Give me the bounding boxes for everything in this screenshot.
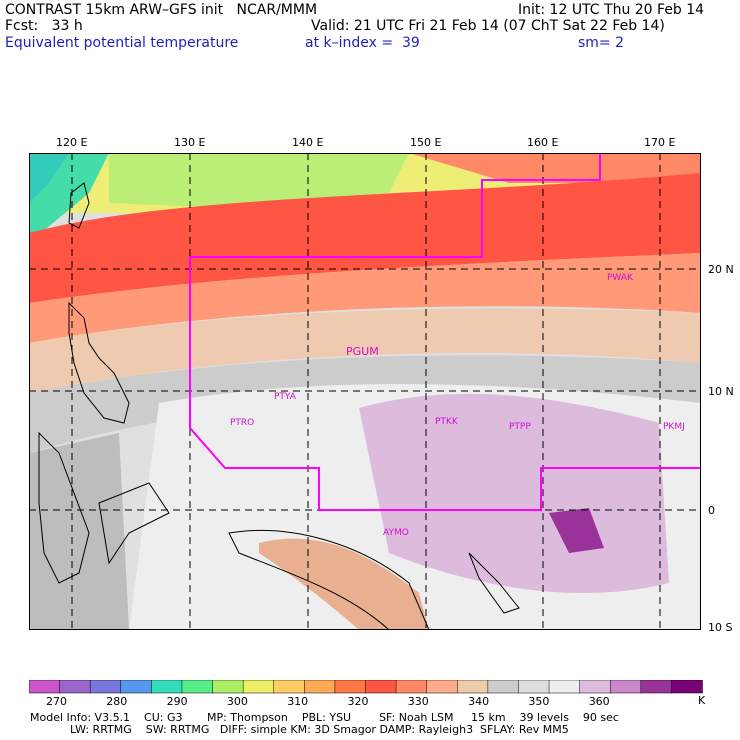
colorbar-swatch xyxy=(426,680,459,694)
band-350 xyxy=(29,355,701,453)
model-info-line2: LW: RRTMG SW: RRTMG DIFF: simple KM: 3D … xyxy=(70,723,569,736)
station-ptro: PTRO xyxy=(230,418,255,428)
colorbar-swatch xyxy=(671,680,703,694)
colorbar-tick-label: 340 xyxy=(468,695,490,708)
band-330 xyxy=(29,173,701,303)
lon-label-120: 120 E xyxy=(56,136,88,149)
colorbar-swatch xyxy=(487,680,520,694)
borneo-coast xyxy=(38,431,90,584)
field-level: at k–index = 39 xyxy=(305,35,420,51)
station-pwak: PWAK xyxy=(607,273,633,283)
colorbar-tick-label: 350 xyxy=(528,695,550,708)
lat-label-10n: 10 N xyxy=(708,385,734,398)
lon-label-150: 150 E xyxy=(410,136,442,149)
solomon-coast xyxy=(468,552,520,614)
new-guinea-coast xyxy=(228,530,430,630)
band-375 xyxy=(549,508,604,553)
colorbar-swatch xyxy=(273,680,306,694)
station-pgum: PGUM xyxy=(346,345,379,358)
colorbar-tick-label: 290 xyxy=(166,695,188,708)
band-285 xyxy=(29,153,69,203)
lon-label-160: 160 E xyxy=(527,136,559,149)
lat-label-10s: 10 S xyxy=(708,621,733,634)
colorbar-swatch xyxy=(151,680,183,694)
colorbar-swatch xyxy=(120,680,153,694)
colorbar-swatch xyxy=(640,680,673,694)
lon-label-170: 170 E xyxy=(644,136,676,149)
colorbar-swatch xyxy=(548,680,581,694)
field-name: Equivalent potential temperature xyxy=(5,35,239,51)
band-350-sw xyxy=(29,433,129,630)
colorbar-tick-label: 280 xyxy=(106,695,128,708)
colorbar-swatch xyxy=(59,680,91,694)
colorbar-swatch xyxy=(609,680,642,694)
colorbar-unit: K xyxy=(698,694,706,707)
new-guinea-terrain xyxy=(259,538,429,630)
station-ptkk: PTKK xyxy=(435,417,458,427)
field-smoothing: sm= 2 xyxy=(578,35,625,51)
station-ptya: PTYA xyxy=(274,392,296,402)
colorbar-tick-label: 310 xyxy=(287,695,309,708)
header-title: CONTRAST 15km ARW–GFS init NCAR/MMM xyxy=(5,2,318,18)
colorbar-swatch xyxy=(181,680,214,694)
colorbar-tick-label: 360 xyxy=(588,695,610,708)
header-forecast: Fcst: 33 h xyxy=(5,18,83,34)
station-ptpp: PTPP xyxy=(509,422,531,432)
taiwan-coast xyxy=(68,182,90,229)
colorbar-swatch xyxy=(579,680,611,694)
model-info-line1: Model Info: V3.5.1 CU: G3 MP: Thompson P… xyxy=(30,711,619,724)
lat-label-20n: 20 N xyxy=(708,263,734,276)
lon-label-130: 130 E xyxy=(174,136,206,149)
colorbar-tick-label: 330 xyxy=(407,695,429,708)
band-305 xyxy=(109,153,409,208)
station-aymo: AYMO xyxy=(383,528,409,538)
region-boundary xyxy=(189,153,701,511)
colorbar-swatch xyxy=(334,680,367,694)
header-init: Init: 12 UTC Thu 20 Feb 14 xyxy=(518,2,705,18)
sulawesi-coast xyxy=(98,482,170,565)
colorbar-swatch xyxy=(212,680,244,694)
colorbar-swatch xyxy=(304,680,336,694)
map-frame xyxy=(29,153,701,630)
colorbar-swatch xyxy=(518,680,550,694)
header-valid: Valid: 21 UTC Fri 21 Feb 14 (07 ChT Sat … xyxy=(311,18,665,34)
colorbar-swatch xyxy=(29,680,61,694)
coastlines xyxy=(38,182,520,630)
theta-e-map xyxy=(29,153,701,630)
colorbar-tick-label: 300 xyxy=(226,695,248,708)
colorbar-swatch xyxy=(242,680,275,694)
colorbar-swatch xyxy=(395,680,428,694)
station-pkmj: PKMJ xyxy=(663,422,685,432)
lat-label-0: 0 xyxy=(708,504,715,517)
colorbar-swatch xyxy=(365,680,397,694)
colorbar xyxy=(29,680,703,694)
philippines-coast xyxy=(68,301,130,424)
colorbar-swatch xyxy=(89,680,122,694)
lon-label-140: 140 E xyxy=(292,136,324,149)
colorbar-tick-label: 270 xyxy=(46,695,67,708)
band-345 xyxy=(29,308,701,393)
colorbar-swatch xyxy=(457,680,489,694)
band-340-ne xyxy=(409,153,701,183)
colorbar-tick-label: 320 xyxy=(347,695,369,708)
band-340 xyxy=(29,253,701,343)
